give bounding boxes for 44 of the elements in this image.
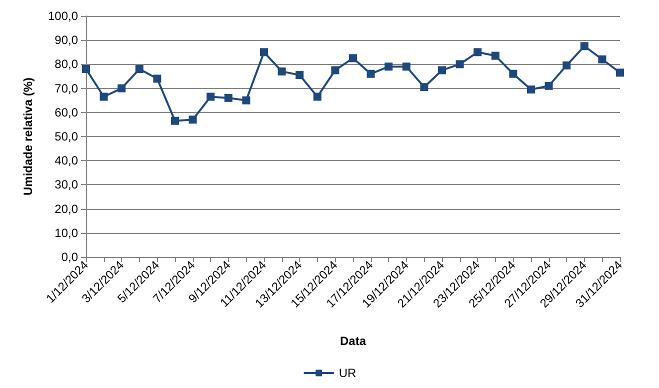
y-tick-label: 20,0 [54, 202, 78, 216]
y-tick-label: 60,0 [54, 105, 78, 120]
y-tick-label: 100,0 [48, 9, 78, 23]
point [206, 92, 215, 101]
point [171, 116, 179, 125]
y-tick-label: 90,0 [54, 33, 78, 48]
y-tick-label: 50,0 [54, 130, 78, 144]
point [188, 116, 197, 124]
point [135, 65, 144, 74]
point [544, 82, 553, 90]
point [100, 92, 108, 101]
point [349, 54, 357, 62]
point [456, 60, 464, 68]
point [580, 42, 588, 50]
legend-label: UR [338, 366, 356, 380]
point [384, 62, 393, 71]
point [438, 66, 446, 74]
y-tick-label: 80,0 [54, 57, 78, 72]
point [474, 48, 482, 56]
point [616, 68, 624, 77]
point [313, 92, 322, 101]
x-axis-title: Data [340, 334, 366, 348]
point [598, 55, 606, 64]
point [366, 70, 375, 78]
point [278, 67, 286, 76]
point [296, 71, 304, 80]
y-axis-title: Umidade relativa (%) [21, 77, 35, 196]
point [153, 74, 162, 83]
point [260, 48, 268, 56]
point [420, 83, 428, 92]
point [224, 94, 232, 102]
y-tick-label: 0,0 [61, 250, 78, 264]
y-tick-label: 70,0 [54, 81, 78, 96]
y-tick-label: 10,0 [54, 226, 78, 240]
point [402, 62, 410, 71]
point [527, 86, 535, 94]
point [118, 84, 126, 92]
point [491, 52, 500, 60]
y-tick-label: 30,0 [54, 178, 78, 192]
point [242, 96, 250, 104]
point [509, 70, 518, 78]
point [331, 66, 340, 74]
y-tick-label: 40,0 [54, 154, 78, 168]
point [562, 61, 571, 70]
